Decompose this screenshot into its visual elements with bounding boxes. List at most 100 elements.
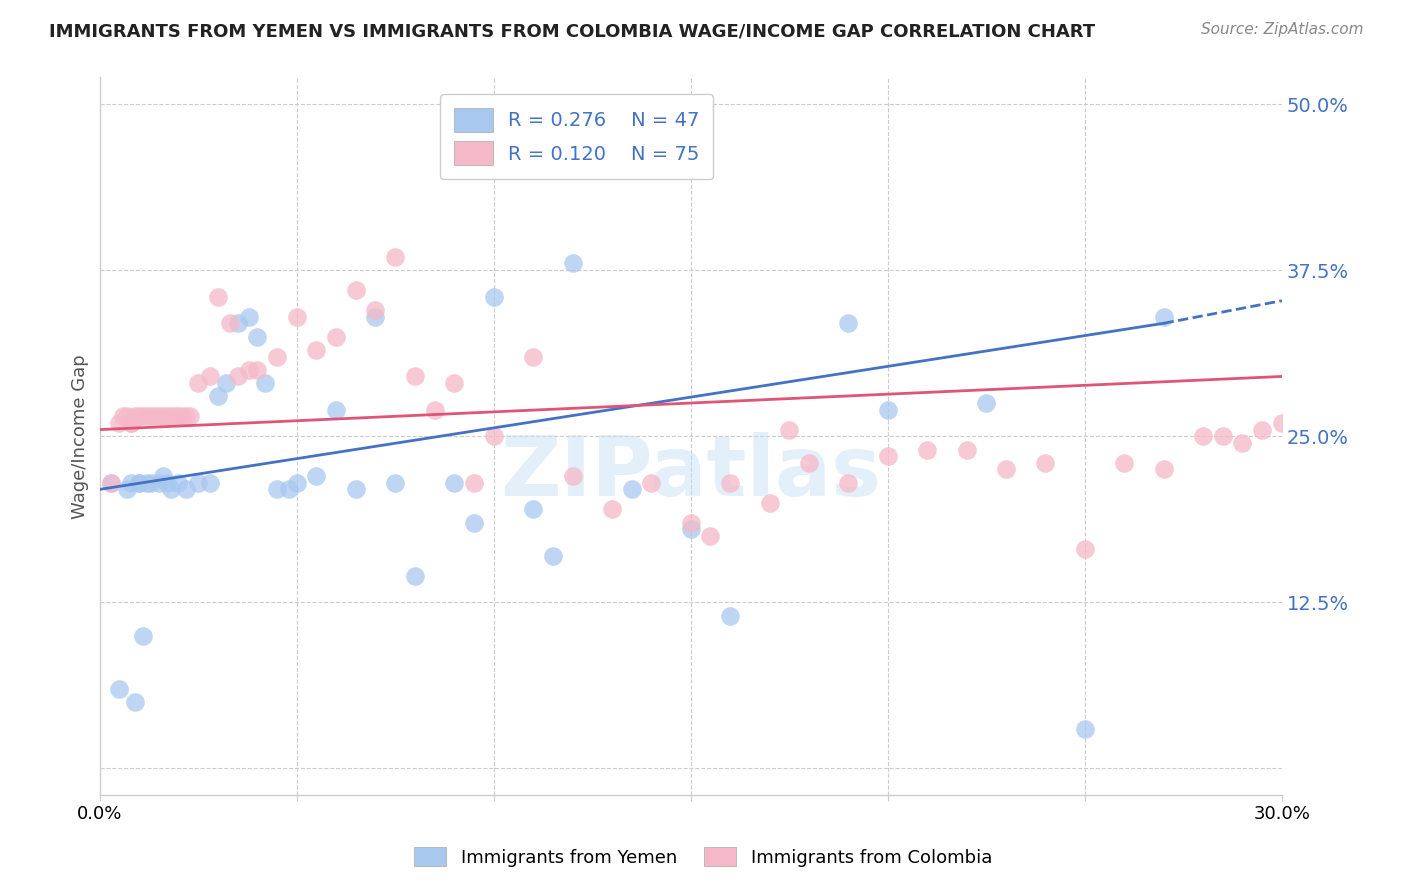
Point <box>305 343 328 357</box>
Point <box>344 483 367 497</box>
Point <box>423 402 446 417</box>
Point <box>1251 423 1274 437</box>
Point <box>620 483 643 497</box>
Point <box>541 549 564 563</box>
Point <box>277 483 299 497</box>
Point <box>1153 310 1175 324</box>
Point <box>132 629 155 643</box>
Point <box>522 350 544 364</box>
Point <box>176 483 198 497</box>
Point <box>482 429 505 443</box>
Legend: Immigrants from Yemen, Immigrants from Colombia: Immigrants from Yemen, Immigrants from C… <box>406 840 1000 874</box>
Point <box>226 369 249 384</box>
Point <box>159 483 181 497</box>
Point <box>325 402 347 417</box>
Point <box>120 416 142 430</box>
Point <box>152 469 174 483</box>
Point <box>285 475 308 490</box>
Point <box>167 475 190 490</box>
Point <box>600 502 623 516</box>
Point <box>640 475 662 490</box>
Point <box>139 475 162 490</box>
Point <box>143 409 166 424</box>
Point <box>384 250 406 264</box>
Point <box>1369 423 1392 437</box>
Point <box>994 462 1017 476</box>
Point <box>561 256 583 270</box>
Point <box>128 409 150 424</box>
Point <box>187 475 209 490</box>
Text: IMMIGRANTS FROM YEMEN VS IMMIGRANTS FROM COLOMBIA WAGE/INCOME GAP CORRELATION CH: IMMIGRANTS FROM YEMEN VS IMMIGRANTS FROM… <box>49 22 1095 40</box>
Point <box>215 376 238 390</box>
Point <box>1310 423 1333 437</box>
Point <box>120 475 142 490</box>
Legend: R = 0.276    N = 47, R = 0.120    N = 75: R = 0.276 N = 47, R = 0.120 N = 75 <box>440 95 713 178</box>
Point <box>679 522 702 536</box>
Point <box>1192 429 1215 443</box>
Point <box>1350 423 1372 437</box>
Point <box>176 409 198 424</box>
Point <box>156 409 179 424</box>
Point <box>837 475 859 490</box>
Point <box>136 475 159 490</box>
Point <box>167 409 190 424</box>
Point <box>1212 429 1234 443</box>
Point <box>463 516 485 530</box>
Point <box>778 423 800 437</box>
Point <box>266 483 288 497</box>
Point <box>522 502 544 516</box>
Point <box>246 329 269 343</box>
Point <box>955 442 977 457</box>
Point <box>718 475 741 490</box>
Point <box>1389 423 1406 437</box>
Point <box>699 529 721 543</box>
Point <box>443 475 465 490</box>
Point <box>172 409 194 424</box>
Point <box>758 496 780 510</box>
Point <box>139 409 162 424</box>
Point <box>100 475 122 490</box>
Point <box>108 681 131 696</box>
Point <box>246 363 269 377</box>
Point <box>179 409 201 424</box>
Point <box>1114 456 1136 470</box>
Point <box>152 409 174 424</box>
Point <box>207 389 229 403</box>
Point <box>974 396 997 410</box>
Point <box>148 409 170 424</box>
Point <box>108 416 131 430</box>
Text: ZIPatlas: ZIPatlas <box>501 432 882 513</box>
Point <box>404 569 426 583</box>
Point <box>305 469 328 483</box>
Point <box>115 409 138 424</box>
Point <box>198 369 221 384</box>
Point <box>797 456 820 470</box>
Point <box>1074 722 1097 736</box>
Point <box>1035 456 1057 470</box>
Point <box>112 409 135 424</box>
Point <box>1232 436 1254 450</box>
Point <box>384 475 406 490</box>
Point <box>679 516 702 530</box>
Point <box>198 475 221 490</box>
Point <box>443 376 465 390</box>
Point <box>1074 542 1097 557</box>
Point <box>404 369 426 384</box>
Point <box>266 350 288 364</box>
Point <box>876 402 898 417</box>
Point <box>156 475 179 490</box>
Point <box>254 376 277 390</box>
Point <box>124 409 146 424</box>
Point <box>120 416 142 430</box>
Point <box>226 316 249 330</box>
Point <box>207 290 229 304</box>
Point <box>463 475 485 490</box>
Point <box>1330 416 1353 430</box>
Point <box>364 310 387 324</box>
Point <box>124 695 146 709</box>
Point <box>132 409 155 424</box>
Text: Source: ZipAtlas.com: Source: ZipAtlas.com <box>1201 22 1364 37</box>
Point <box>238 363 260 377</box>
Point <box>218 316 240 330</box>
Point <box>718 608 741 623</box>
